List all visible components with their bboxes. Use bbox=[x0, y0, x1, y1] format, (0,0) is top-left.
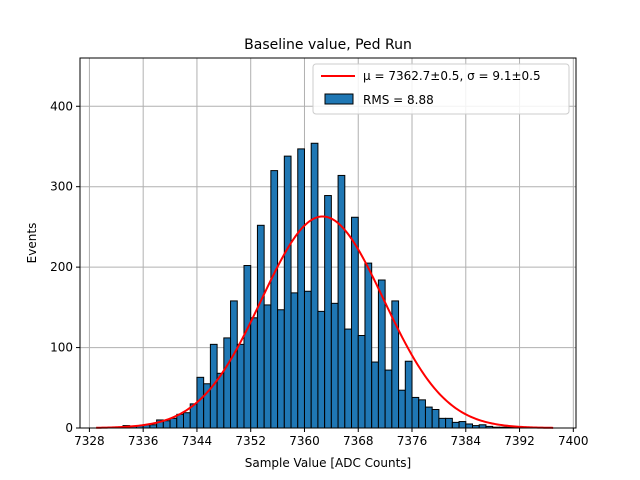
histogram-bar bbox=[445, 417, 453, 429]
x-tick-label: 7400 bbox=[558, 434, 589, 448]
x-tick-label: 7384 bbox=[451, 434, 482, 448]
gaussian-fit-curve bbox=[96, 215, 554, 429]
histogram-bar bbox=[310, 142, 319, 429]
histogram-bar bbox=[371, 361, 379, 429]
x-tick-label: 7328 bbox=[74, 434, 105, 448]
y-axis-label: Events bbox=[25, 223, 39, 264]
x-axis-label: Sample Value [ADC Counts] bbox=[245, 456, 411, 470]
plot-frame bbox=[79, 57, 577, 429]
histogram-bar bbox=[418, 399, 426, 429]
histogram-bar bbox=[458, 421, 467, 429]
histogram-bar bbox=[183, 412, 191, 429]
y-tick-label: 300 bbox=[50, 180, 73, 194]
histogram-bar bbox=[243, 265, 252, 429]
histogram-bar bbox=[277, 309, 285, 429]
histogram-bar bbox=[270, 170, 279, 429]
x-tick-label: 7392 bbox=[504, 434, 535, 448]
legend-box bbox=[312, 63, 570, 115]
histogram-bar bbox=[290, 292, 299, 429]
legend: μ = 7362.7±0.5, σ = 9.1±0.5 RMS = 8.88 bbox=[312, 63, 570, 115]
histogram-bar bbox=[223, 337, 232, 429]
histogram-bar bbox=[337, 174, 346, 429]
histogram-bar bbox=[451, 421, 460, 429]
histogram-bar bbox=[411, 396, 420, 429]
histogram-bar bbox=[297, 148, 305, 429]
x-tick-label: 7368 bbox=[343, 434, 374, 448]
histogram-bar bbox=[283, 155, 292, 429]
histogram-bar bbox=[250, 317, 258, 429]
x-axis-ticks: 7328 7336 7344 7352 7360 7368 7376 7384 7392 7400 bbox=[74, 428, 589, 448]
y-axis-ticks: 0 100 200 300 400 bbox=[50, 99, 80, 435]
histogram-bar bbox=[263, 304, 272, 429]
histogram-bars bbox=[122, 142, 521, 429]
histogram-bar bbox=[236, 343, 245, 429]
histogram-bar bbox=[438, 417, 447, 429]
y-tick-label: 0 bbox=[65, 421, 73, 435]
histogram-bar bbox=[256, 224, 265, 429]
legend-fit-label: μ = 7362.7±0.5, σ = 9.1±0.5 bbox=[363, 69, 541, 83]
histogram-bar bbox=[404, 360, 413, 429]
chart-title: Baseline value, Ped Run bbox=[244, 37, 412, 53]
histogram-bar bbox=[176, 413, 185, 429]
histogram-bar bbox=[169, 417, 178, 429]
legend-hist-swatch bbox=[324, 93, 354, 105]
histogram-bar bbox=[364, 262, 373, 429]
histogram-bar bbox=[324, 195, 332, 429]
histogram-bar bbox=[357, 335, 366, 429]
histogram-bar bbox=[398, 389, 406, 429]
histogram-bar bbox=[384, 369, 393, 429]
histogram-bar bbox=[317, 310, 326, 429]
histogram-bar bbox=[344, 328, 353, 429]
histogram-bar bbox=[303, 290, 312, 429]
y-tick-label: 100 bbox=[50, 341, 73, 355]
histogram-bar bbox=[465, 423, 473, 429]
legend-hist-label: RMS = 8.88 bbox=[363, 93, 434, 107]
x-tick-label: 7360 bbox=[289, 434, 320, 448]
histogram-bar bbox=[216, 372, 225, 429]
histogram-bar bbox=[162, 420, 171, 429]
histogram-bar bbox=[424, 406, 433, 429]
x-tick-label: 7352 bbox=[235, 434, 266, 448]
histogram-bar bbox=[431, 409, 440, 429]
x-tick-label: 7336 bbox=[128, 434, 159, 448]
y-tick-label: 200 bbox=[50, 260, 73, 274]
x-tick-label: 7344 bbox=[182, 434, 213, 448]
histogram-bar bbox=[330, 302, 339, 429]
histogram-bar bbox=[230, 300, 238, 429]
y-tick-label: 400 bbox=[50, 99, 73, 113]
x-tick-label: 7376 bbox=[397, 434, 428, 448]
